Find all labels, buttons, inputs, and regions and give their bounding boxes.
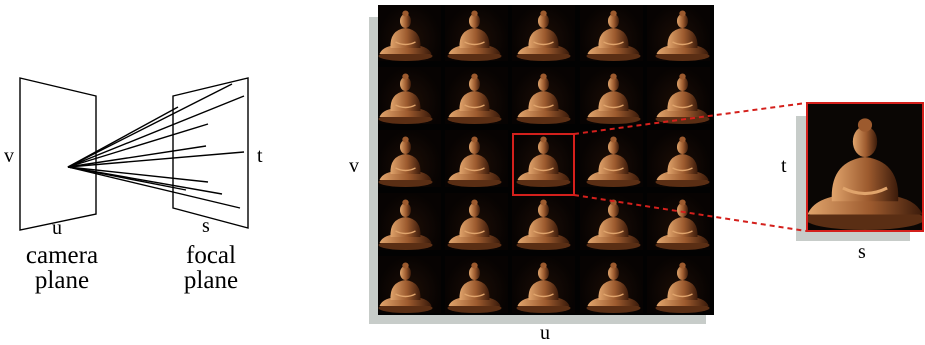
view-cell	[646, 5, 710, 61]
zoomed-view	[806, 102, 924, 232]
view-cell	[579, 67, 643, 124]
view-cell	[646, 67, 710, 124]
statue-image	[378, 10, 433, 61]
view-cell	[445, 193, 509, 250]
axis-label-s: s	[202, 215, 210, 237]
zoom-axis-label-s: s	[858, 241, 866, 263]
two-plane-diagram	[19, 77, 249, 231]
view-cell	[445, 130, 509, 187]
focal-plane-caption-line1: focal	[186, 242, 236, 269]
statue-image	[516, 136, 571, 187]
axis-label-v: v	[4, 145, 14, 167]
statue-image	[655, 73, 710, 124]
statue-image	[447, 10, 502, 61]
grid-axis-label-v: v	[349, 155, 359, 177]
ray	[67, 95, 245, 168]
statue-image	[655, 10, 710, 61]
ray	[67, 151, 245, 168]
view-cell	[445, 256, 509, 313]
statue-image	[447, 73, 502, 124]
statue-image	[655, 199, 710, 250]
camera-plane-caption-line2: plane	[34, 267, 90, 294]
zoomed-statue-image	[808, 118, 922, 230]
statue-image	[378, 199, 433, 250]
statue-image	[378, 73, 433, 124]
ray	[67, 166, 223, 195]
statue-image	[655, 136, 710, 187]
view-cell	[512, 193, 576, 250]
view-cell	[646, 256, 710, 313]
view-cell	[378, 193, 441, 250]
statue-image	[516, 73, 571, 124]
grid-axis-label-u: u	[540, 322, 550, 344]
ray	[67, 145, 207, 168]
selected-view-highlight	[512, 133, 575, 196]
view-cell	[579, 256, 643, 313]
ray	[67, 166, 241, 209]
statue-image	[586, 199, 641, 250]
view-cell	[646, 130, 710, 187]
view-cell	[512, 256, 576, 313]
view-cell	[579, 5, 643, 61]
zoom-axis-label-t: t	[781, 155, 787, 177]
statue-image	[516, 10, 571, 61]
statue-image	[378, 136, 433, 187]
camera-plane-caption: camera plane	[12, 243, 112, 293]
ray	[67, 166, 209, 183]
ray-bundle	[67, 83, 245, 209]
statue-image	[447, 199, 502, 250]
focal-plane-caption: focal plane	[166, 243, 256, 293]
statue-image	[516, 199, 571, 250]
view-cell	[445, 67, 509, 124]
statue-image	[586, 136, 641, 187]
view-cell	[579, 193, 643, 250]
ray	[67, 106, 179, 168]
ray	[67, 83, 233, 168]
view-cell	[646, 193, 710, 250]
statue-image	[586, 262, 641, 313]
statue-image	[516, 262, 571, 313]
axis-label-u: u	[52, 217, 62, 239]
view-cell	[512, 67, 576, 124]
camera-plane-caption-line1: camera	[25, 242, 99, 269]
ray	[67, 123, 209, 168]
focal-plane-caption-line2: plane	[183, 267, 239, 294]
statue-image	[378, 262, 433, 313]
view-cell	[445, 5, 509, 61]
axis-label-t: t	[257, 145, 263, 167]
view-cell	[378, 130, 441, 187]
camera-plane	[19, 77, 97, 231]
statue-image	[447, 262, 502, 313]
statue-image	[586, 73, 641, 124]
view-cell	[378, 256, 441, 313]
statue-image	[655, 262, 710, 313]
focal-plane	[172, 77, 249, 229]
statue-image	[447, 136, 502, 187]
view-cell	[512, 5, 576, 61]
view-cell	[378, 5, 441, 61]
view-cell	[579, 130, 643, 187]
view-cell	[512, 130, 576, 187]
statue-image	[586, 10, 641, 61]
view-cell	[378, 67, 441, 124]
